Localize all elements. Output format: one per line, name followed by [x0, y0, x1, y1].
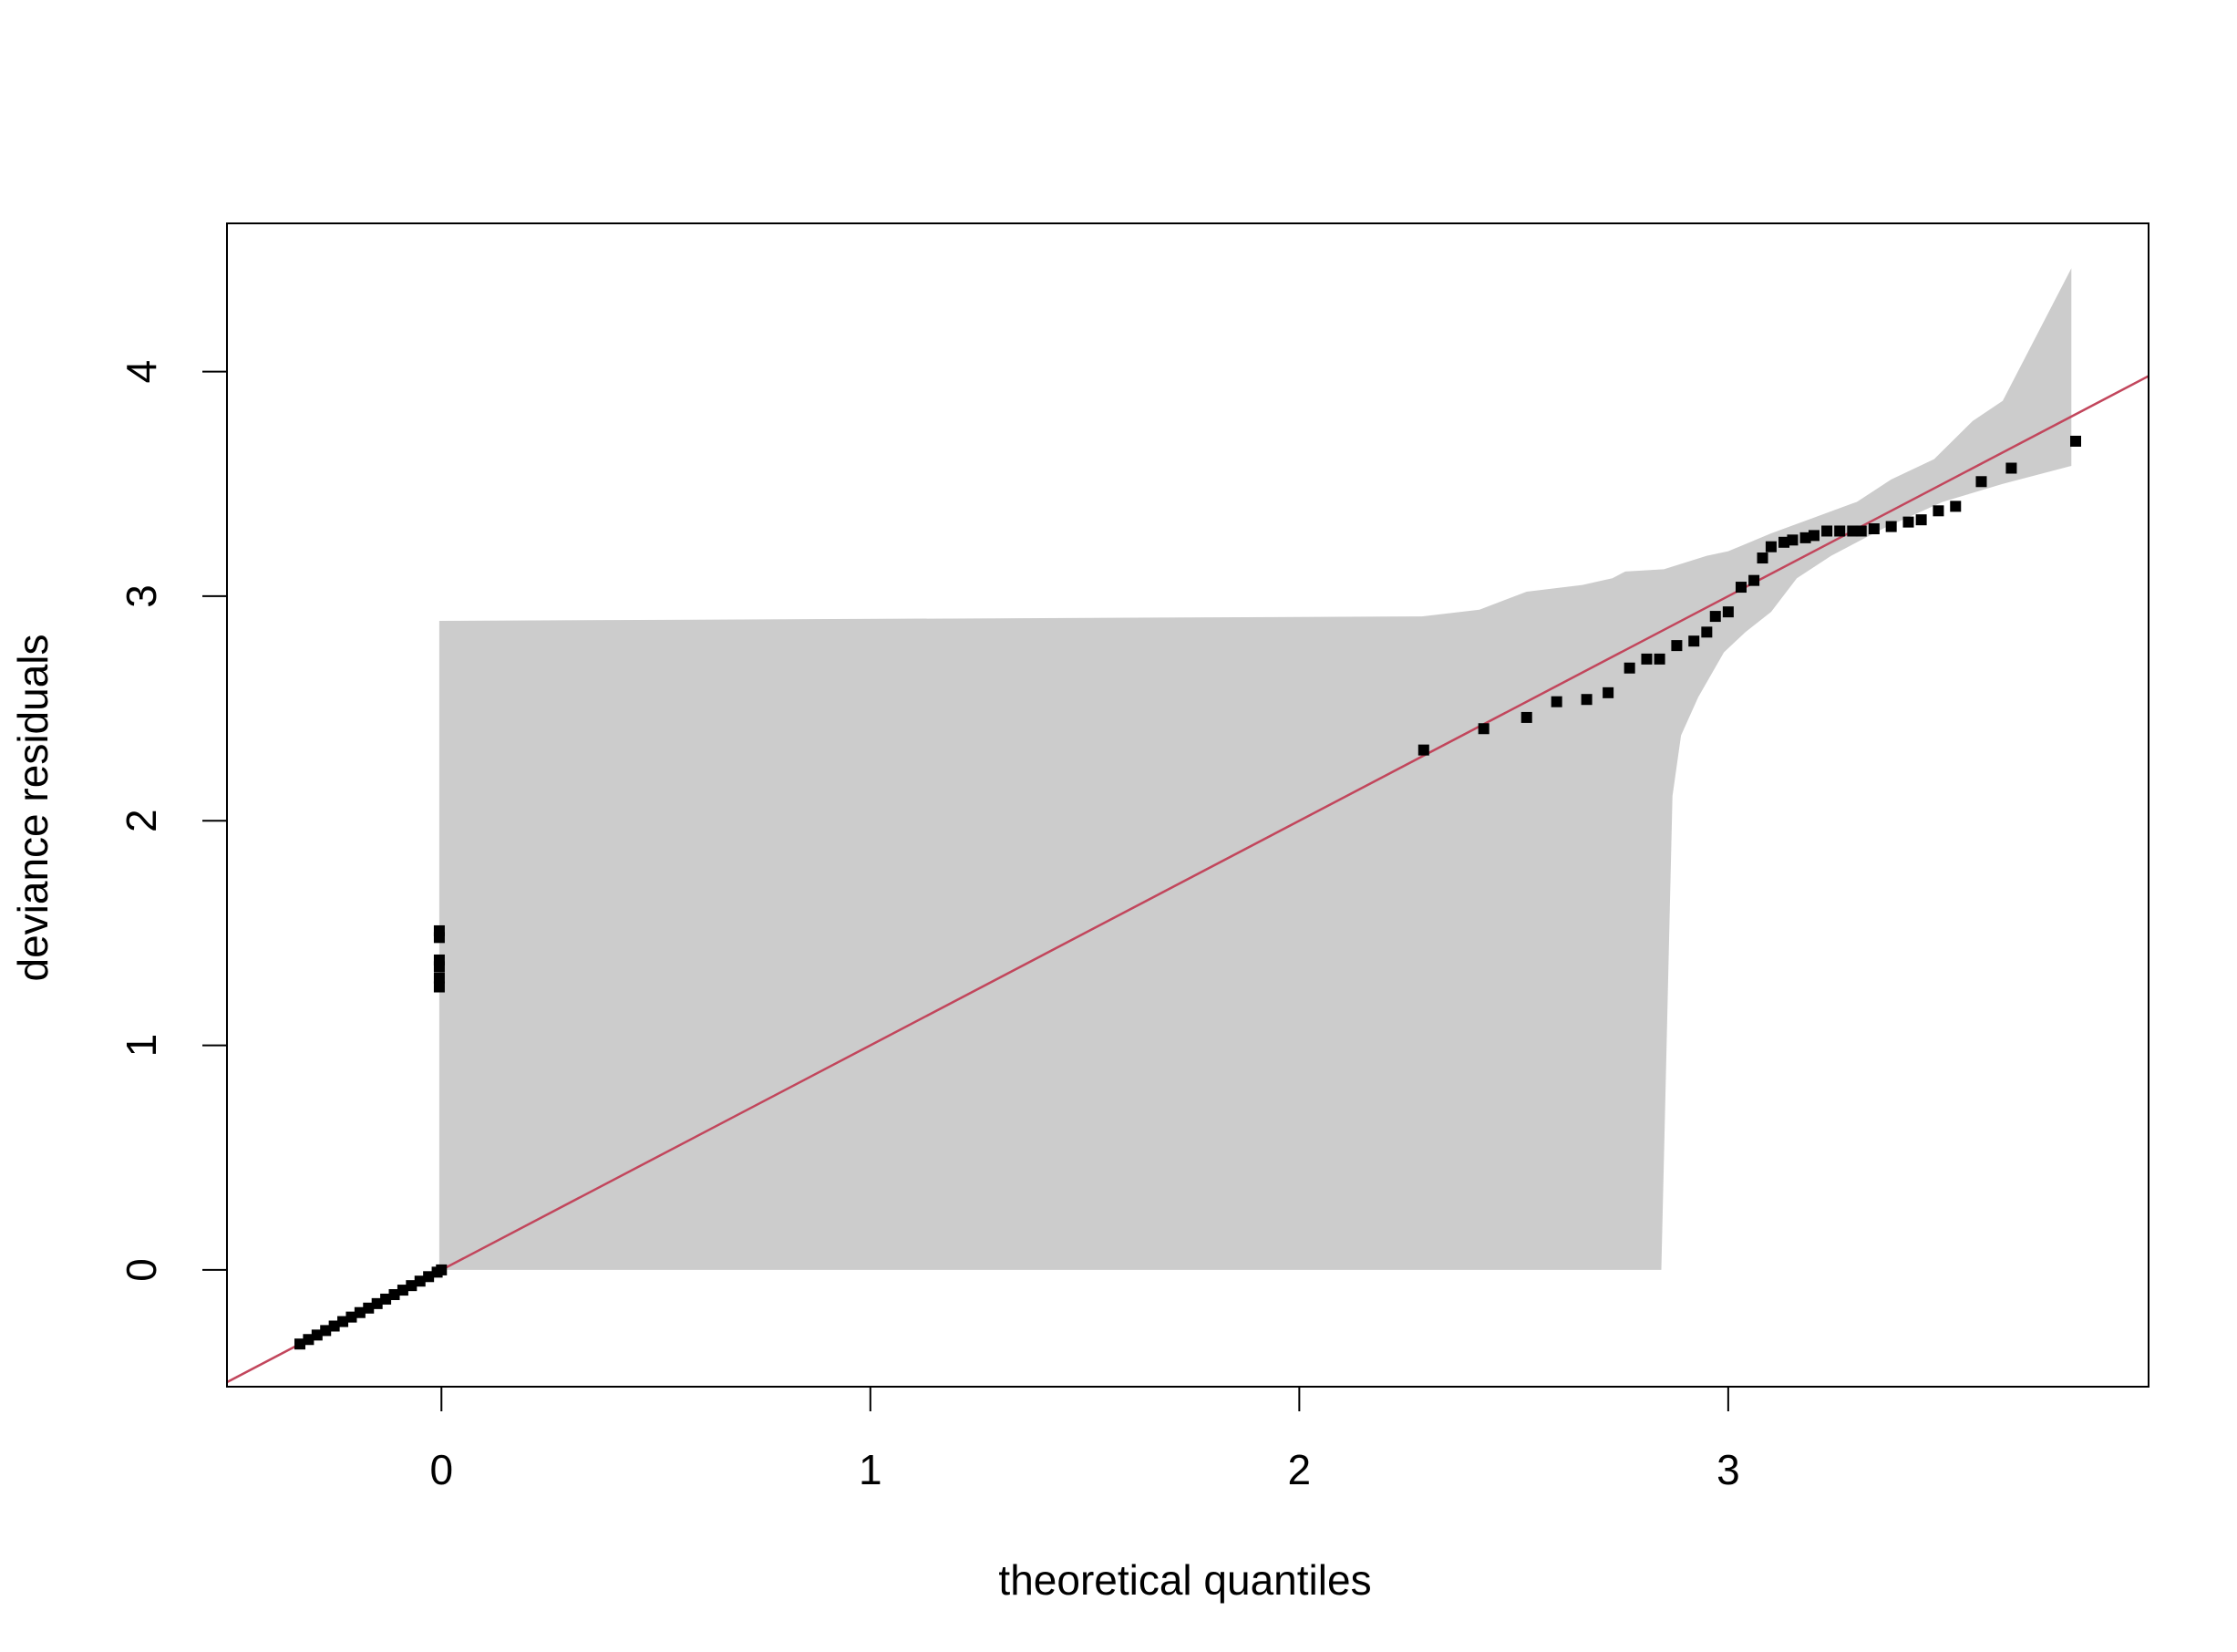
point [1624, 662, 1635, 674]
point [397, 1285, 408, 1296]
point [1847, 525, 1859, 537]
point [2005, 462, 2017, 474]
point [423, 1271, 435, 1283]
y-tick-label: 2 [118, 809, 165, 832]
point [1709, 611, 1721, 623]
point [1641, 653, 1653, 665]
point [1868, 523, 1880, 535]
x-tick-label: 3 [1716, 1446, 1740, 1493]
point [1671, 640, 1683, 652]
point [1654, 653, 1665, 665]
point [388, 1289, 400, 1301]
y-tick-label: 0 [118, 1258, 165, 1282]
confidence-band [438, 268, 2072, 1270]
point [414, 1275, 426, 1287]
point [1603, 687, 1614, 698]
point [433, 924, 445, 936]
x-axis-title: theoretical quantiles [998, 1556, 1371, 1604]
point [1834, 525, 1846, 537]
point [1417, 744, 1429, 756]
point [433, 954, 445, 965]
y-tick-label: 1 [118, 1034, 165, 1058]
point [1581, 694, 1593, 706]
y-axis-title: deviance residuals [9, 634, 57, 981]
point [1478, 723, 1490, 735]
point [294, 1338, 305, 1350]
point [1950, 501, 1962, 512]
point [1902, 516, 1914, 528]
point [380, 1293, 392, 1305]
point [1975, 476, 1987, 488]
point [354, 1306, 366, 1318]
point [1551, 696, 1562, 707]
point [436, 1264, 448, 1275]
y-tick-label: 3 [118, 584, 165, 608]
point [303, 1334, 314, 1346]
point [1808, 530, 1819, 542]
point [1778, 536, 1790, 548]
point [433, 972, 445, 984]
point [1722, 606, 1734, 618]
point [1915, 514, 1927, 526]
point [1748, 574, 1760, 586]
y-tick-label: 4 [118, 360, 165, 384]
point [1885, 521, 1897, 532]
point [1855, 525, 1867, 537]
x-tick-label: 1 [859, 1446, 882, 1493]
point [371, 1297, 383, 1309]
point [1521, 711, 1532, 723]
point [1735, 582, 1747, 594]
point [363, 1302, 375, 1314]
x-tick-label: 2 [1288, 1446, 1312, 1493]
point [433, 981, 445, 993]
x-tick-label: 0 [429, 1446, 453, 1493]
point [320, 1325, 332, 1337]
point [1799, 532, 1811, 543]
point [1933, 505, 1944, 517]
reference-line [227, 375, 2149, 1384]
point [1688, 635, 1700, 647]
point [337, 1316, 349, 1327]
point [328, 1320, 340, 1332]
point [406, 1280, 418, 1292]
point [1787, 534, 1799, 546]
point [1765, 541, 1777, 552]
point [1757, 552, 1768, 564]
point [345, 1311, 357, 1323]
point [2070, 435, 2082, 447]
point [1701, 626, 1713, 638]
point [1821, 525, 1833, 537]
point [311, 1329, 323, 1341]
